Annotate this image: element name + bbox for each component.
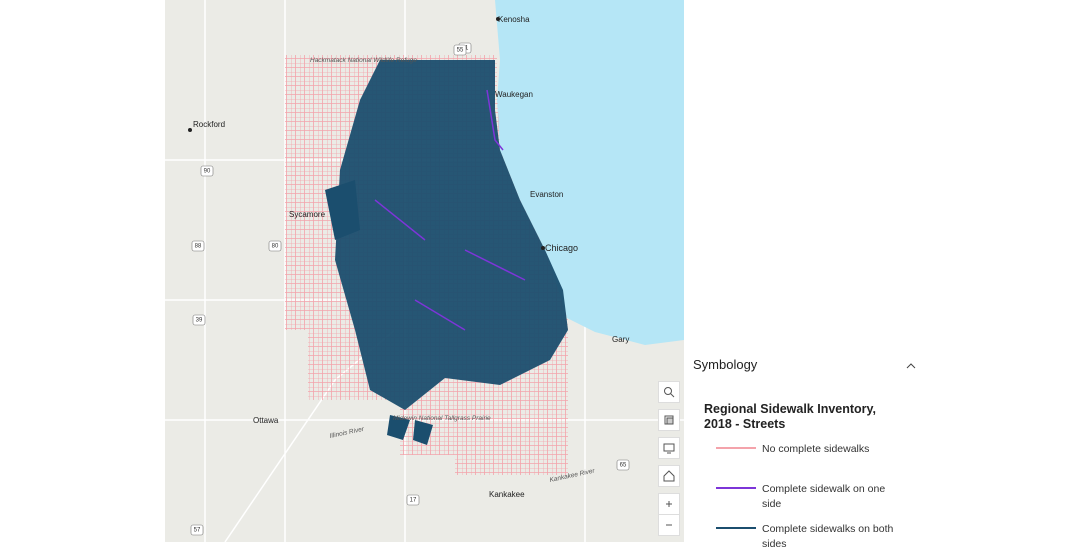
route-shields: 419088398017655557 [190,42,630,536]
legend-swatch [716,527,756,529]
shield [268,240,282,252]
shield-label: 80 [272,244,279,250]
legend-item: No complete sidewalks [704,442,923,472]
city-dot [188,128,192,132]
place-label: Kenosha [498,15,530,24]
both-sides-area [335,60,568,410]
shield-label: 55 [457,48,464,54]
legend-swatch [716,487,756,489]
place-label: Gary [612,335,629,344]
city-dot [541,246,545,250]
one-side-lines [374,89,526,331]
shield-label: 88 [195,244,202,250]
place-labels: Kenosha Waukegan Rockford Evanston Chica… [193,15,629,499]
legend-title: Symbology [693,357,758,372]
place-label: Evanston [530,190,563,199]
shield [192,314,206,326]
shield-label: 17 [410,498,417,504]
search-button[interactable] [658,381,680,403]
lake [495,0,684,345]
shield [453,44,467,56]
place-label: Kankakee [489,490,525,499]
layers-button[interactable] [658,409,680,431]
place-label: Waukegan [495,90,533,99]
zoom-out-button[interactable] [658,514,680,536]
both-sides-patches [325,180,433,445]
shield-label: 39 [196,318,203,324]
place-label: Chicago [545,243,578,253]
legend-item: Complete sidewalk on one side [704,482,923,512]
shield [200,165,214,177]
legend-items: No complete sidewalks Complete sidewalk o… [693,442,923,552]
zoom-in-button[interactable] [658,493,680,515]
legend-item: Complete sidewalks on both sides [704,522,923,552]
feature-label: Midewin National Tallgrass Prairie [393,415,491,422]
city-dot [496,17,500,21]
legend-swatch [716,447,756,449]
legend-panel: Symbology Regional Sidewalk Inventory, 2… [693,356,923,552]
shield [616,459,630,471]
shield-label: 90 [204,169,211,175]
legend-header[interactable]: Symbology [693,356,923,376]
shield-label: 57 [194,528,201,534]
collapse-icon[interactable] [906,362,916,370]
shield-label: 65 [620,463,627,469]
place-label: Rockford [193,120,225,129]
basemap-button[interactable] [658,437,680,459]
shield [191,240,205,252]
layer-title: Regional Sidewalk Inventory, 2018 - Stre… [704,402,877,431]
legend-label: Complete sidewalk on one side [762,483,886,510]
place-label: Sycamore [289,210,326,219]
home-button[interactable] [658,465,680,487]
legend-label: Complete sidewalks on both sides [762,523,894,550]
feature-label: Hackmatack National Wildlife Refuge [310,57,417,64]
place-label: Ottawa [253,416,279,425]
map[interactable]: Kenosha Waukegan Rockford Evanston Chica… [165,0,684,542]
shield [190,524,204,536]
legend-label: No complete sidewalks [762,443,870,455]
shield [406,494,420,506]
